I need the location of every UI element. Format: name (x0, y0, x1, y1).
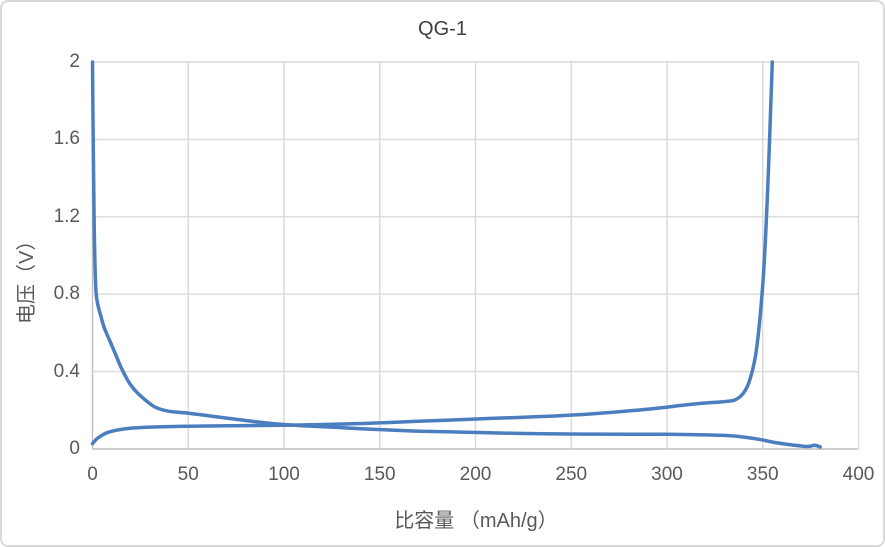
y-tick-label: 2 (69, 51, 80, 72)
y-tick-label: 0 (69, 438, 80, 459)
y-axis-title: 电压（V） (16, 230, 38, 324)
x-tick-label: 400 (842, 464, 875, 485)
x-tick-label: 350 (746, 464, 779, 485)
x-tick-label: 150 (363, 464, 396, 485)
x-tick-label: 100 (268, 464, 300, 485)
curve-charge (90, 60, 775, 446)
y-tick-label: 0.8 (53, 283, 80, 305)
x-tick-label: 200 (459, 464, 492, 485)
x-axis-title: 比容量 （mAh/g） (394, 510, 558, 532)
x-tick-label: 50 (177, 464, 199, 485)
y-tick-label: 0.4 (53, 360, 80, 382)
y-tick-label: 1.6 (53, 128, 80, 150)
x-tick-label: 250 (555, 464, 588, 485)
x-tick-label: 300 (651, 464, 683, 485)
chart-title: QG-1 (418, 18, 467, 40)
y-tick-label: 1.2 (53, 205, 80, 227)
x-tick-label: 0 (87, 464, 98, 485)
curve-discharge (90, 60, 822, 449)
